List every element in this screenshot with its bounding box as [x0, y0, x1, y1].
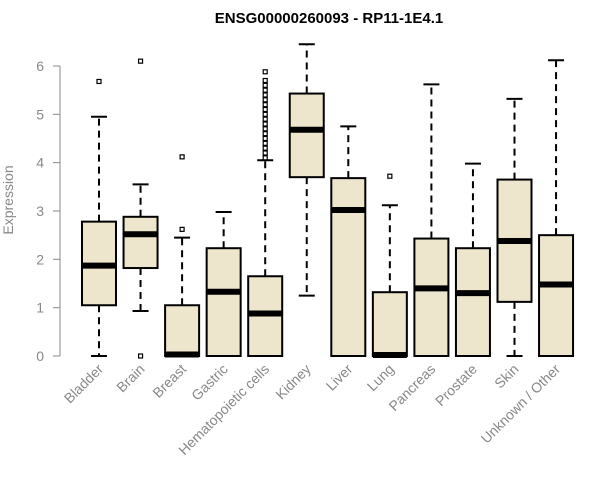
- outlier-point: [262, 131, 268, 137]
- outlier-point: [262, 92, 268, 98]
- box-group: [371, 173, 408, 359]
- outlier-point: [262, 87, 268, 93]
- x-tick-label: Unknown / Other: [478, 361, 564, 447]
- outlier-point: [262, 145, 268, 151]
- x-tick-label: Lung: [364, 361, 397, 394]
- box-iqr: [288, 92, 325, 179]
- y-tick-label: 3: [36, 203, 44, 219]
- x-tick-label: Liver: [323, 361, 356, 394]
- outlier-point: [262, 111, 268, 117]
- box-iqr: [413, 237, 450, 357]
- box-group: [413, 83, 450, 357]
- boxes-layer: [81, 43, 575, 359]
- box-group: [81, 78, 117, 357]
- outlier-point: [137, 58, 144, 64]
- box-iqr: [330, 177, 367, 357]
- y-tick-label: 6: [36, 58, 44, 74]
- outlier-point: [262, 106, 268, 113]
- outlier-point: [179, 226, 185, 232]
- y-tick-label: 5: [36, 106, 44, 122]
- box-iqr: [122, 215, 159, 270]
- outlier-point: [262, 121, 268, 127]
- box-group: [454, 162, 491, 357]
- outlier-point: [262, 116, 268, 122]
- box-group: [538, 59, 575, 358]
- outlier-point: [262, 155, 268, 161]
- x-tick-label: Skin: [491, 361, 522, 392]
- box-group: [122, 58, 159, 359]
- outlier-point: [387, 173, 393, 179]
- box-group: [330, 125, 367, 357]
- box-iqr: [538, 234, 575, 358]
- y-tick-label: 1: [36, 300, 44, 316]
- box-iqr: [454, 247, 491, 357]
- box-iqr: [371, 291, 408, 358]
- outlier-point: [262, 102, 268, 108]
- box-group: [205, 210, 242, 357]
- box-group: [496, 97, 533, 357]
- outlier-point: [262, 140, 268, 146]
- outlier-point: [262, 77, 268, 84]
- y-tick-label: 0: [36, 348, 44, 364]
- box-iqr: [164, 304, 201, 357]
- x-tick-label: Brain: [113, 361, 147, 395]
- x-tick-label: Kidney: [272, 361, 314, 403]
- outlier-point: [96, 78, 102, 85]
- outlier-point: [137, 353, 144, 359]
- outlier-point: [179, 154, 185, 160]
- outlier-point: [262, 69, 268, 75]
- box-iqr: [205, 247, 242, 357]
- y-axis-label: Expression: [0, 165, 16, 234]
- chart-title: ENSG00000260093 - RP11-1E4.1: [215, 10, 444, 27]
- x-tick-label: Bladder: [61, 361, 107, 407]
- outlier-point: [262, 126, 268, 132]
- box-group: [247, 69, 284, 357]
- x-tick-label: Breast: [149, 361, 189, 401]
- x-tick-label: Prostate: [432, 361, 480, 409]
- box-group: [288, 43, 325, 297]
- outlier-point: [262, 135, 268, 142]
- outlier-point: [262, 150, 268, 156]
- box-group: [164, 154, 201, 358]
- y-tick-label: 4: [36, 155, 44, 171]
- outlier-point: [262, 97, 268, 103]
- y-axis: 0 1 2 3 4 5 6: [36, 58, 61, 364]
- y-tick-label: 2: [36, 251, 44, 267]
- outlier-point: [262, 82, 268, 88]
